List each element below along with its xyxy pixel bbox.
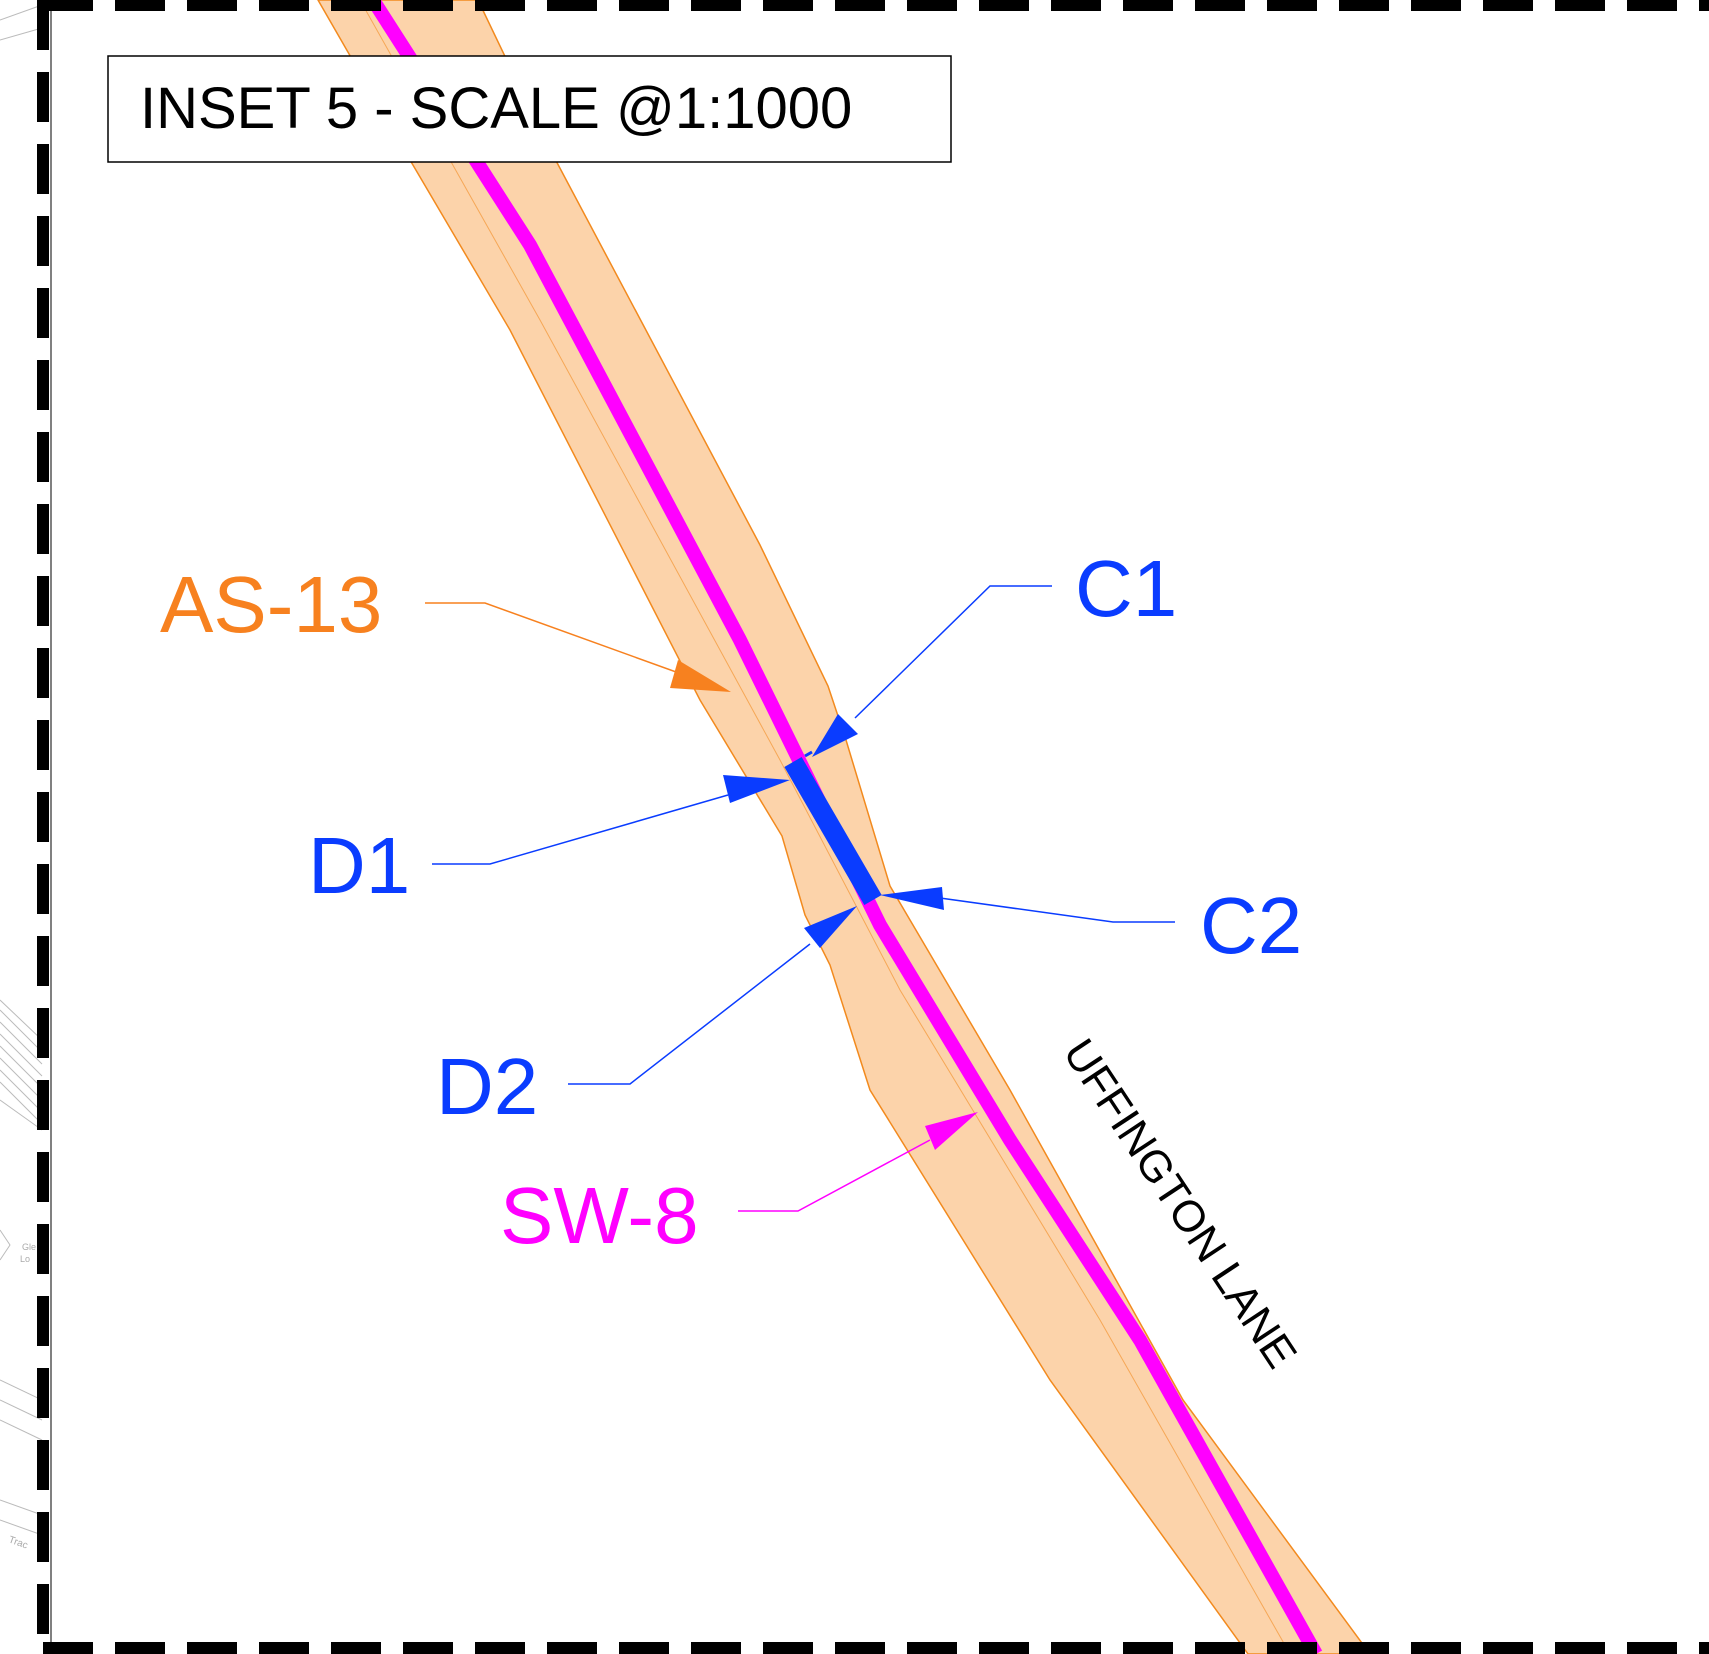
basemap-text-1: Gle (22, 1242, 36, 1252)
c1-leader (812, 585, 1052, 757)
label-sw8: SW-8 (500, 1171, 699, 1260)
basemap-text-2: Lo (20, 1254, 30, 1264)
label-as13: AS-13 (160, 560, 382, 649)
inset-title: INSET 5 - SCALE @1:1000 (140, 76, 852, 141)
label-d1: D1 (308, 821, 410, 910)
sw8-leader (738, 1112, 978, 1212)
as13-corridor (317, 0, 1371, 1654)
as13-leader (425, 602, 731, 692)
label-c2: C2 (1200, 881, 1302, 970)
d2-leader (568, 906, 857, 1085)
crossing-tick-c1 (804, 750, 813, 758)
crossing-segment (784, 756, 882, 906)
corridor-inner-edge (359, 0, 1291, 1654)
sw8-line (367, 0, 1323, 1654)
basemap-linework (0, 4, 43, 1536)
d1-leader (432, 775, 790, 865)
inset-frame (37, 0, 1709, 1654)
label-d2: D2 (436, 1042, 538, 1131)
label-c1: C1 (1075, 544, 1177, 633)
c2-leader (880, 887, 1175, 923)
basemap-text-3: Trac (7, 1534, 29, 1551)
inset-title-box: INSET 5 - SCALE @1:1000 (107, 55, 952, 163)
